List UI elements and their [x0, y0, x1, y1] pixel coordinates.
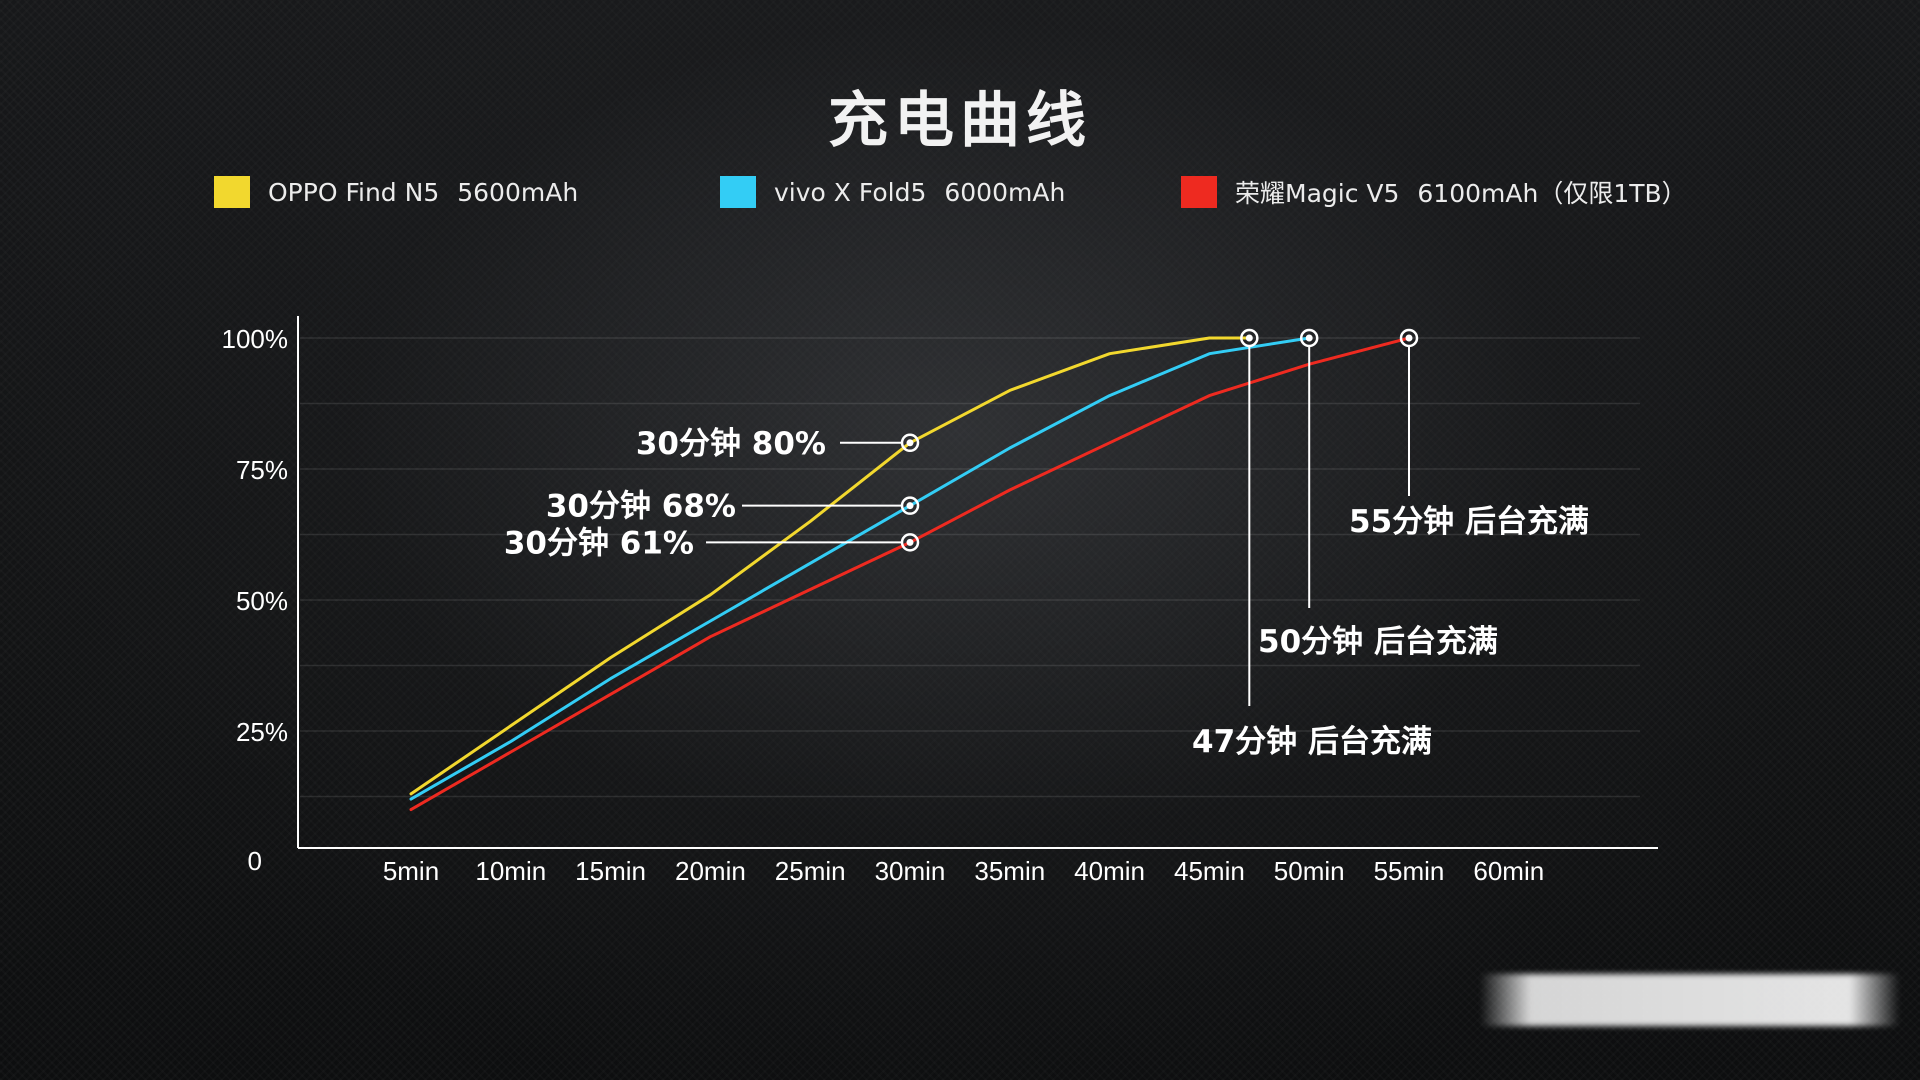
annotation-label: 30分钟 61% — [504, 525, 694, 561]
data-point-marker — [900, 533, 920, 552]
x-tick-label: 10min — [475, 856, 546, 886]
legend-swatch-honor — [1181, 176, 1217, 208]
data-point-dot — [1245, 334, 1253, 342]
x-tick-label: 40min — [1074, 856, 1145, 886]
x-tick-label: 25min — [775, 856, 846, 886]
series-line — [409, 336, 1251, 796]
annotation-label: 30分钟 68% — [546, 489, 736, 525]
data-point-dot — [906, 439, 914, 447]
chart-title: 充电曲线 — [828, 86, 1092, 156]
legend-label-oppo: OPPO Find N5 — [268, 177, 440, 207]
y-tick-label: 75% — [236, 455, 288, 485]
legend-capacity-vivo: 6000mAh — [944, 177, 1066, 207]
legend-label-vivo: vivo X Fold5 — [774, 177, 927, 207]
data-point-dot — [906, 538, 914, 546]
legend-item-oppo: OPPO Find N5 5600mAh — [214, 172, 578, 212]
x-tick-label: 45min — [1174, 856, 1245, 886]
x-tick-label: 60min — [1473, 856, 1544, 886]
legend-capacity-honor: 6100mAh（仅限1TB） — [1417, 179, 1687, 208]
legend-item-honor: 荣耀Magic V5 6100mAh（仅限1TB） — [1181, 172, 1687, 212]
series-line — [409, 336, 1311, 801]
legend-label-honor: 荣耀Magic V5 — [1235, 179, 1400, 208]
x-tick-label: 50min — [1274, 856, 1345, 886]
data-point-marker — [900, 496, 920, 515]
x-tick-label: 55min — [1374, 856, 1445, 886]
data-point-dot — [906, 502, 914, 510]
data-point-dot — [1305, 334, 1313, 342]
data-point-marker — [1240, 328, 1259, 348]
watermark-blur — [1480, 974, 1900, 1026]
y-tick-label: 25% — [236, 717, 288, 747]
data-point-dot — [1405, 334, 1413, 342]
data-point-marker — [1399, 328, 1419, 348]
annotation-label: 55分钟 后台充满 — [1349, 504, 1589, 540]
legend-item-vivo: vivo X Fold5 6000mAh — [720, 172, 1065, 212]
legend-capacity-oppo: 5600mAh — [457, 177, 579, 207]
x-tick-label: 35min — [974, 856, 1045, 886]
x-tick-label: 20min — [675, 856, 746, 886]
legend-swatch-vivo — [720, 176, 756, 208]
x-tick-label: 15min — [575, 856, 646, 886]
x-tick-label: 5min — [383, 856, 439, 886]
y-tick-label: 0 — [248, 846, 262, 876]
y-tick-label: 50% — [236, 586, 288, 616]
data-point-marker — [1299, 328, 1319, 348]
legend-swatch-oppo — [214, 176, 250, 208]
data-point-marker — [900, 433, 920, 453]
y-tick-label: 100% — [222, 324, 289, 354]
x-tick-label: 30min — [875, 856, 946, 886]
annotation-label: 50分钟 后台充满 — [1258, 624, 1498, 660]
annotation-label: 47分钟 后台充满 — [1192, 724, 1432, 760]
annotation-label: 30分钟 80% — [636, 426, 826, 462]
